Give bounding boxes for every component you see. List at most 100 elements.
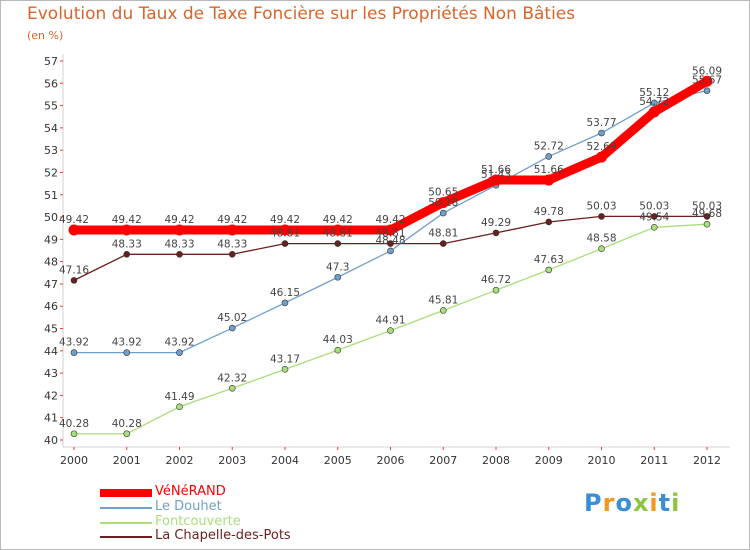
data-point [176, 349, 183, 356]
data-label: 48.81 [323, 228, 353, 240]
y-tick-label: 47 [44, 278, 58, 291]
data-point [439, 209, 447, 217]
y-tick-label: 48 [44, 256, 58, 269]
data-label: 45.02 [217, 312, 247, 324]
data-label: 46.15 [270, 287, 300, 299]
data-point [123, 250, 131, 258]
data-label: 49.42 [112, 214, 142, 226]
data-label: 50.18 [428, 197, 458, 209]
x-tick-label: 2001 [113, 454, 141, 467]
y-tick-label: 44 [44, 345, 58, 358]
data-label: 41.49 [164, 391, 194, 403]
y-tick-label: 57 [44, 55, 58, 68]
data-point [703, 213, 711, 220]
data-point [598, 245, 605, 253]
x-tick-label: 2007 [429, 454, 457, 467]
x-tick-label: 2010 [588, 454, 616, 467]
legend-swatch-le-douhet [100, 507, 152, 509]
data-point [648, 106, 660, 118]
logo-letter: o [615, 489, 633, 517]
data-point [439, 240, 447, 247]
data-point [650, 99, 658, 107]
x-tick-label: 2004 [271, 454, 299, 467]
legend-label-la-chapelle-des-pots: La Chapelle-des-Pots [155, 528, 291, 543]
data-label: 51.66 [481, 164, 511, 176]
data-label: 43.92 [59, 337, 89, 349]
data-label: 46.72 [481, 274, 511, 286]
x-tick-label: 2000 [60, 454, 88, 467]
data-label: 50.65 [428, 187, 458, 199]
data-label: 50.03 [639, 200, 669, 212]
data-point [650, 213, 658, 220]
y-tick-label: 41 [44, 412, 58, 425]
data-point [387, 327, 394, 334]
data-point [228, 250, 236, 258]
data-point [123, 430, 131, 438]
data-point [332, 224, 344, 236]
data-label: 49.78 [534, 206, 564, 218]
y-axis-unit-label: (en %) [27, 29, 64, 42]
y-tick-label: 46 [44, 300, 58, 313]
data-label: 42.32 [217, 372, 247, 384]
data-label: 53.77 [586, 117, 616, 129]
data-label: 47.16 [59, 264, 89, 276]
x-tick-label: 2002 [166, 454, 194, 467]
x-tick-label: 2008 [482, 454, 510, 467]
data-point [545, 153, 553, 160]
data-point [228, 384, 236, 392]
data-point [176, 250, 183, 258]
data-label: 49.42 [375, 214, 405, 226]
data-label: 47.3 [326, 261, 349, 273]
data-point [121, 224, 133, 236]
data-point [70, 430, 78, 438]
data-point [281, 240, 289, 247]
data-label: 50.03 [692, 200, 722, 212]
data-label: 49.42 [164, 214, 194, 226]
data-point [543, 174, 555, 186]
data-label: 49.29 [481, 217, 511, 229]
logo-letter: t [658, 489, 672, 517]
data-point [68, 224, 80, 236]
data-label: 44.91 [375, 315, 405, 327]
data-label: 47.63 [534, 254, 564, 266]
data-label: 43.92 [112, 337, 142, 349]
y-tick-label: 53 [44, 144, 58, 157]
data-point [281, 366, 289, 373]
logo-letter: i [649, 489, 659, 517]
y-tick-label: 55 [44, 100, 58, 113]
data-point [334, 346, 342, 354]
data-point [385, 224, 396, 236]
data-label: 50.03 [586, 200, 616, 212]
data-label: 48.33 [112, 238, 142, 250]
data-label: 48.81 [375, 228, 405, 240]
data-point [703, 87, 711, 94]
data-point [334, 273, 342, 281]
data-point [226, 224, 238, 236]
data-label: 48.81 [428, 228, 458, 240]
data-label: 49.54 [639, 211, 669, 223]
legend-swatch-la-chapelle-des-pots [100, 536, 152, 538]
data-label: 49.42 [270, 214, 300, 226]
data-label: 48.33 [217, 238, 247, 250]
x-tick-label: 2009 [535, 454, 563, 467]
data-point [279, 224, 291, 236]
data-point [650, 224, 658, 231]
legend-label-venerand: VéNéRAND [155, 484, 226, 499]
data-label: 40.28 [112, 418, 142, 430]
data-point [545, 266, 553, 274]
legend-swatch-fontcouverte [100, 522, 152, 524]
y-tick-label: 43 [44, 367, 58, 380]
logo-letter: x [632, 489, 650, 517]
logo-letter: i [671, 489, 681, 517]
y-tick-label: 40 [44, 434, 58, 447]
data-point [387, 247, 394, 255]
data-label: 45.81 [428, 294, 458, 306]
data-label: 49.42 [323, 214, 353, 226]
data-label: 49.42 [217, 214, 247, 226]
data-point [545, 218, 553, 226]
data-label: 43.92 [164, 337, 194, 349]
y-tick-label: 50 [44, 211, 58, 224]
data-point [228, 324, 236, 332]
data-label: 48.48 [375, 235, 405, 247]
